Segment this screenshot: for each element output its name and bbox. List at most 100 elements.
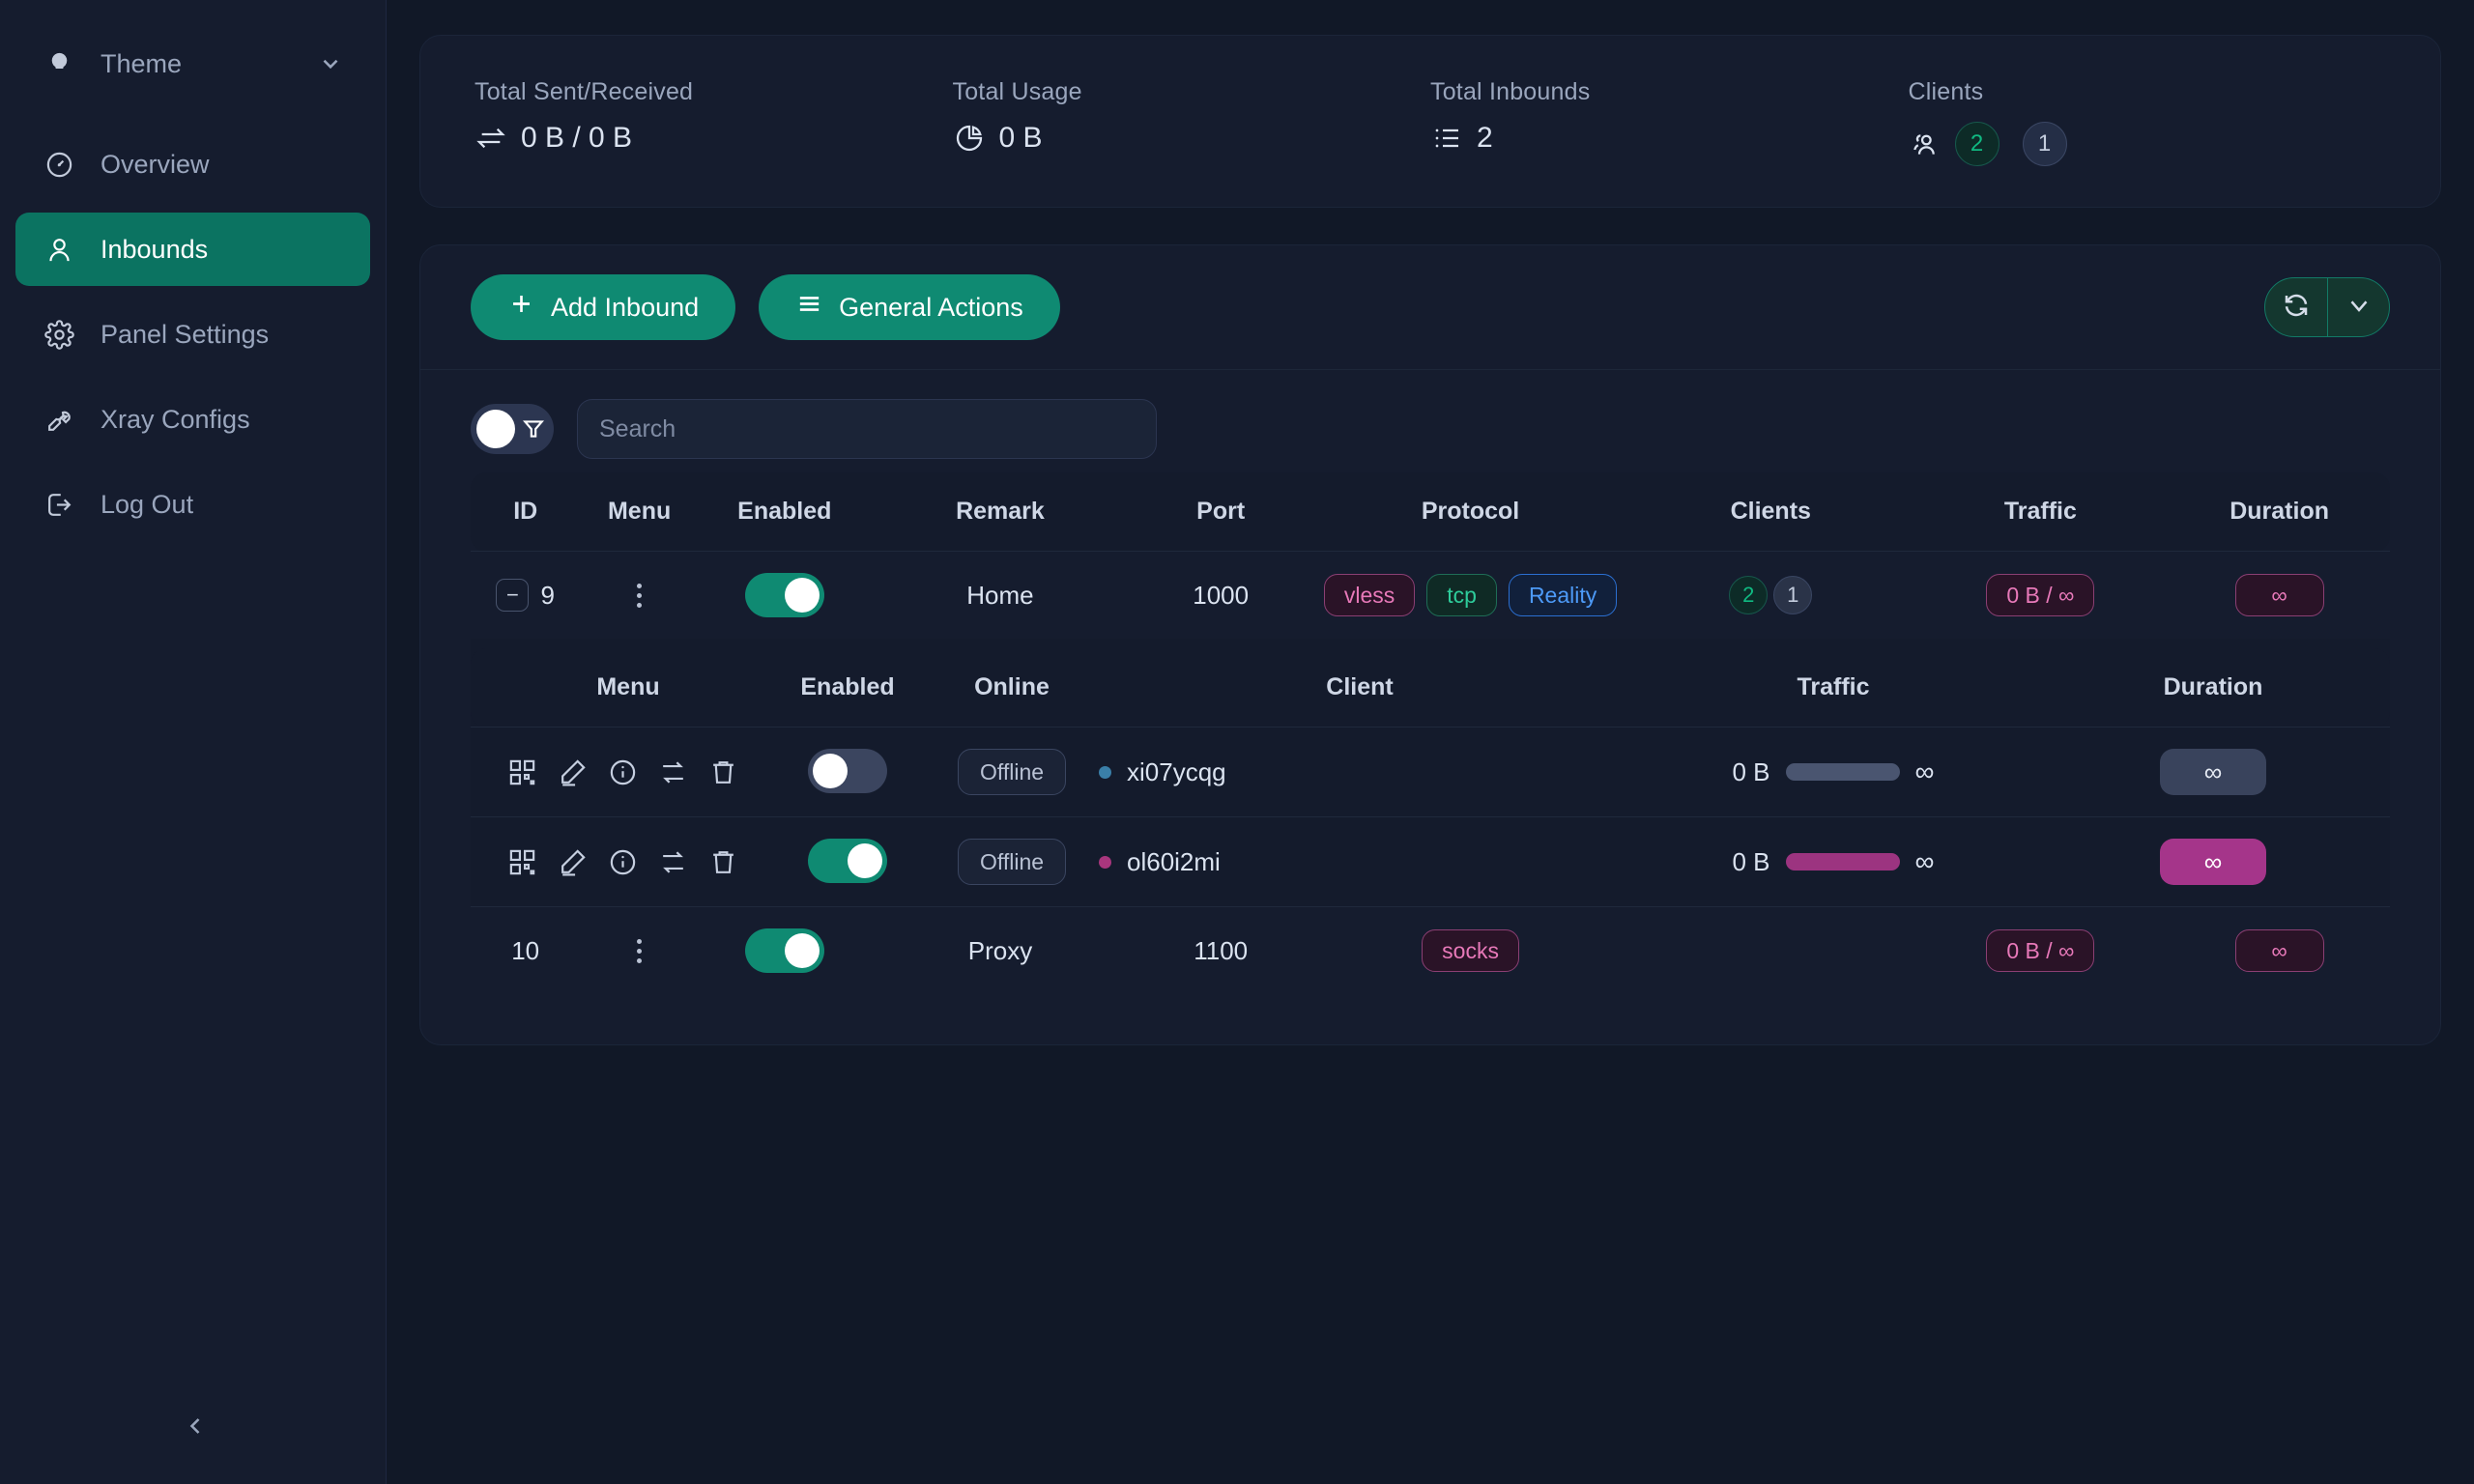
chevron-down-icon <box>2345 291 2373 325</box>
column-header-protocol[interactable]: Protocol <box>1311 472 1629 552</box>
pie-chart-icon <box>953 122 986 155</box>
toolbar: Add Inbound General Actions <box>420 245 2440 370</box>
client-row[interactable]: Offline xi07ycqg <box>471 727 2390 817</box>
edit-icon[interactable] <box>556 845 589 878</box>
client-enabled-toggle[interactable] <box>808 749 887 793</box>
sub-cell-enabled <box>761 727 935 817</box>
duration-badge: ∞ <box>2234 574 2324 616</box>
row-menu-icon[interactable] <box>637 583 643 608</box>
sub-column-header-traffic: Traffic <box>1630 648 2036 728</box>
protocol-tag: vless <box>1323 574 1416 616</box>
sidebar-item-label: Log Out <box>101 489 194 519</box>
cell-id: − 9 <box>471 551 581 639</box>
row-id: 9 <box>540 580 555 610</box>
sub-column-header-client: Client <box>1089 648 1630 728</box>
sub-cell-client: xi07ycqg <box>1089 727 1630 817</box>
sidebar-item-label: Overview <box>101 149 210 179</box>
sidebar-collapse-button[interactable] <box>174 1407 216 1449</box>
chevron-left-icon <box>182 1413 209 1444</box>
sidebar-item-label: Panel Settings <box>101 319 270 349</box>
info-icon[interactable] <box>606 756 639 788</box>
refresh-icon <box>2282 291 2311 325</box>
refresh-button[interactable] <box>2265 278 2327 336</box>
toolbar-right-group <box>2264 277 2390 337</box>
stat-total-usage: Total Usage 0 B <box>953 78 1431 166</box>
stat-value-row: 2 <box>1430 122 1909 155</box>
client-row[interactable]: Offline ol60i2mi <box>471 816 2390 906</box>
sub-cell-menu <box>471 727 761 817</box>
transfer-icon <box>475 122 507 155</box>
column-header-id[interactable]: ID <box>471 472 581 552</box>
reset-icon[interactable] <box>656 845 689 878</box>
cell-enabled <box>698 551 871 639</box>
row-enabled-toggle[interactable] <box>744 928 824 973</box>
filter-icon <box>521 416 546 442</box>
sub-cell-online: Offline <box>935 727 1089 817</box>
online-status-badge: Offline <box>957 839 1067 885</box>
general-actions-label: General Actions <box>839 292 1023 322</box>
qr-code-icon[interactable] <box>505 756 538 788</box>
cell-menu <box>580 551 699 639</box>
cell-clients: 2 1 <box>1629 551 1913 639</box>
wrench-icon <box>43 403 75 436</box>
sub-cell-duration: ∞ <box>2036 727 2390 817</box>
column-header-duration[interactable]: Duration <box>2169 472 2390 552</box>
sidebar-item-xray-configs[interactable]: Xray Configs <box>15 383 370 456</box>
info-icon[interactable] <box>606 845 639 878</box>
qr-code-icon[interactable] <box>505 845 538 878</box>
row-expander-collapse-icon[interactable]: − <box>496 579 530 612</box>
row-menu-icon[interactable] <box>637 938 643 963</box>
column-header-enabled[interactable]: Enabled <box>698 472 871 552</box>
sidebar-item-theme[interactable]: Theme <box>15 27 370 100</box>
subtable-header: Menu Enabled Online Client Traffic Durat… <box>471 648 2390 728</box>
clients-total-badge: 1 <box>1773 576 1813 614</box>
client-enabled-toggle[interactable] <box>808 839 887 883</box>
list-icon <box>1430 122 1463 155</box>
stat-total-sent-received: Total Sent/Received 0 B / 0 B <box>475 78 953 166</box>
table-row[interactable]: − 9 <box>471 551 2390 639</box>
sidebar-item-label: Inbounds <box>101 234 209 264</box>
client-duration-badge: ∞ <box>2160 839 2266 885</box>
cell-protocol: socks <box>1311 906 1629 994</box>
main-content: Total Sent/Received 0 B / 0 B Total Usag… <box>387 0 2474 1484</box>
table-row[interactable]: 10 <box>471 906 2390 994</box>
sidebar-item-panel-settings[interactable]: Panel Settings <box>15 298 370 371</box>
client-name: xi07ycqg <box>1127 756 1226 786</box>
sub-column-header-online: Online <box>935 648 1089 728</box>
refresh-dropdown-button[interactable] <box>2327 278 2389 336</box>
traffic-total: ∞ <box>1914 756 1935 786</box>
delete-icon[interactable] <box>706 845 739 878</box>
search-row <box>420 370 2440 472</box>
inbounds-card: Add Inbound General Actions <box>419 244 2441 1045</box>
lightbulb-icon <box>43 47 75 80</box>
search-input[interactable] <box>577 399 1157 459</box>
sub-cell-duration: ∞ <box>2036 816 2390 906</box>
general-actions-button[interactable]: General Actions <box>759 274 1060 340</box>
sidebar-item-log-out[interactable]: Log Out <box>15 468 370 541</box>
reset-icon[interactable] <box>656 756 689 788</box>
add-inbound-button[interactable]: Add Inbound <box>471 274 736 340</box>
cell-menu <box>580 906 699 994</box>
column-header-remark[interactable]: Remark <box>870 472 1131 552</box>
user-icon <box>43 233 75 266</box>
table-header-row: ID Menu Enabled Remark Port Protocol Cli… <box>471 472 2390 552</box>
row-enabled-toggle[interactable] <box>744 573 824 617</box>
column-header-menu[interactable]: Menu <box>580 472 699 552</box>
sidebar: Theme Overview Inbounds Panel Settings <box>0 0 387 1484</box>
client-status-dot <box>1099 855 1111 869</box>
column-header-port[interactable]: Port <box>1130 472 1312 552</box>
sub-column-header-duration: Duration <box>2036 648 2390 728</box>
protocol-tag: socks <box>1422 929 1519 972</box>
sidebar-item-inbounds[interactable]: Inbounds <box>15 213 370 286</box>
filter-toggle[interactable] <box>471 404 554 454</box>
column-header-clients[interactable]: Clients <box>1629 472 1913 552</box>
edit-icon[interactable] <box>556 756 589 788</box>
sidebar-item-overview[interactable]: Overview <box>15 128 370 201</box>
stat-value: 0 B / 0 B <box>521 122 633 154</box>
delete-icon[interactable] <box>706 756 739 788</box>
plus-icon <box>507 290 535 325</box>
cell-id: 10 <box>471 906 581 994</box>
chevron-down-icon[interactable] <box>318 51 343 76</box>
column-header-traffic[interactable]: Traffic <box>1912 472 2170 552</box>
